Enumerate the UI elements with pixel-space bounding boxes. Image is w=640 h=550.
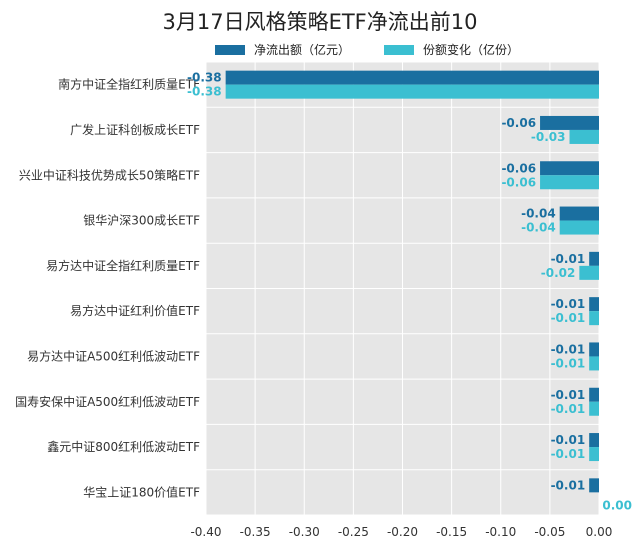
data-label: -0.02 [541, 266, 576, 280]
legend-item-share-change: 份额变化（亿份） [384, 41, 519, 58]
bar-share-change [589, 311, 599, 326]
data-label: -0.38 [187, 85, 222, 99]
data-label: -0.01 [551, 447, 586, 461]
chart-title: 3月17日风格策略ETF净流出前10 [162, 10, 478, 34]
x-tick-label: -0.25 [338, 525, 369, 539]
legend-label-net-outflow: 净流出额（亿元） [254, 43, 351, 57]
bar-net-outflow [540, 115, 599, 130]
category-label: 银华沪深300成长ETF [83, 214, 200, 228]
bar-net-outflow [589, 387, 599, 402]
legend-swatch-net-outflow [215, 44, 245, 55]
data-label: -0.01 [551, 342, 586, 356]
data-label: -0.01 [551, 388, 586, 402]
legend-swatch-share-change [384, 44, 415, 55]
bar-net-outflow [225, 70, 599, 85]
x-tick-label: 0.00 [586, 525, 613, 539]
bar-share-change [589, 356, 599, 371]
data-label: -0.01 [551, 478, 586, 492]
data-label: -0.01 [551, 402, 586, 416]
legend-item-net-outflow: 净流出额（亿元） [215, 41, 350, 58]
category-label: 易方达中证A500红利低波动ETF [27, 348, 200, 363]
data-label: -0.06 [501, 175, 536, 189]
x-tick-label: -0.40 [190, 525, 221, 539]
data-label: -0.06 [501, 116, 536, 130]
category-label: 兴业中证科技优势成长50策略ETF [19, 167, 200, 182]
category-label: 广发上证科创板成长ETF [70, 122, 200, 137]
data-label: -0.01 [551, 252, 586, 266]
category-label: 鑫元中证800红利低波动ETF [47, 439, 200, 454]
x-tick-label: -0.15 [436, 525, 467, 539]
bar-net-outflow [589, 433, 599, 448]
data-label: -0.01 [551, 297, 586, 311]
x-tick-label: -0.35 [240, 525, 271, 539]
category-label: 国寿安保中证A500红利低波动ETF [15, 394, 200, 409]
data-label: -0.01 [551, 433, 586, 447]
bar-net-outflow [589, 342, 599, 357]
bar-share-change [569, 129, 599, 144]
bar-net-outflow [559, 206, 599, 221]
bar-net-outflow [540, 161, 599, 176]
bar-net-outflow [589, 478, 599, 493]
bar-share-change [559, 220, 599, 235]
data-label: -0.04 [521, 221, 556, 235]
category-label: 南方中证全指红利质量ETF [58, 77, 200, 92]
bar-share-change [225, 84, 599, 99]
bar-share-change [579, 265, 599, 280]
x-tick-label: -0.20 [387, 525, 418, 539]
data-label: 0.00 [602, 498, 632, 512]
x-tick-label: -0.10 [485, 525, 516, 539]
bar-net-outflow [589, 297, 599, 312]
data-label: -0.06 [501, 161, 536, 175]
data-label: -0.03 [531, 130, 566, 144]
legend-label-share-change: 份额变化（亿份） [423, 43, 520, 57]
data-label: -0.04 [521, 207, 556, 221]
data-label: -0.01 [551, 311, 586, 325]
bar-share-change [540, 175, 599, 190]
data-label: -0.38 [187, 71, 222, 85]
data-label: -0.01 [551, 356, 586, 370]
category-label: 华宝上证180价值ETF [83, 484, 200, 499]
x-tick-label: -0.30 [289, 525, 320, 539]
bar-share-change [589, 447, 599, 462]
category-label: 易方达中证全指红利质量ETF [46, 258, 200, 273]
chart-legend: 净流出额（亿元） 份额变化（亿份） [215, 41, 519, 58]
category-label: 易方达中证红利价值ETF [70, 303, 200, 318]
x-tick-label: -0.05 [534, 525, 565, 539]
bar-net-outflow [589, 251, 599, 266]
bar-share-change [589, 401, 599, 416]
